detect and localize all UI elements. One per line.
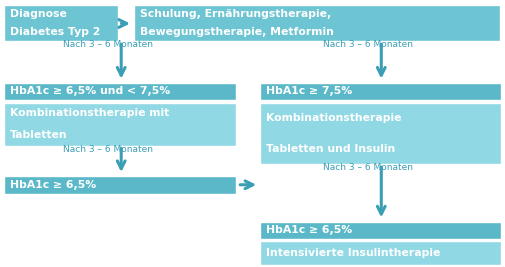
Text: Tabletten: Tabletten — [10, 130, 68, 140]
Text: Nach 3 – 6 Monaten: Nach 3 – 6 Monaten — [63, 144, 153, 154]
Text: Diabetes Typ 2: Diabetes Typ 2 — [10, 28, 100, 37]
Text: Diagnose: Diagnose — [10, 9, 67, 19]
Text: HbA1c ≥ 6,5%: HbA1c ≥ 6,5% — [266, 225, 352, 235]
Text: Tabletten und Insulin: Tabletten und Insulin — [266, 144, 395, 154]
FancyBboxPatch shape — [4, 83, 236, 100]
Text: Intensivierte Insulintherapie: Intensivierte Insulintherapie — [266, 248, 440, 258]
FancyBboxPatch shape — [260, 83, 501, 100]
FancyBboxPatch shape — [4, 5, 118, 41]
Text: HbA1c ≥ 6,5%: HbA1c ≥ 6,5% — [10, 180, 96, 190]
FancyBboxPatch shape — [260, 241, 501, 265]
Text: Kombinationstherapie mit: Kombinationstherapie mit — [10, 108, 169, 119]
Text: Bewegungstherapie, Metformin: Bewegungstherapie, Metformin — [140, 28, 334, 37]
Text: Nach 3 – 6 Monaten: Nach 3 – 6 Monaten — [323, 40, 413, 49]
FancyBboxPatch shape — [260, 222, 501, 239]
Text: HbA1c ≥ 7,5%: HbA1c ≥ 7,5% — [266, 87, 352, 96]
Text: Nach 3 – 6 Monaten: Nach 3 – 6 Monaten — [323, 163, 413, 172]
Text: Kombinationstherapie: Kombinationstherapie — [266, 113, 401, 123]
FancyBboxPatch shape — [4, 103, 236, 146]
FancyBboxPatch shape — [4, 176, 236, 194]
FancyBboxPatch shape — [134, 5, 500, 41]
Text: Nach 3 – 6 Monaten: Nach 3 – 6 Monaten — [63, 40, 153, 49]
FancyBboxPatch shape — [260, 103, 501, 164]
Text: HbA1c ≥ 6,5% und < 7,5%: HbA1c ≥ 6,5% und < 7,5% — [10, 87, 170, 96]
Text: Schulung, Ernährungstherapie,: Schulung, Ernährungstherapie, — [140, 9, 331, 19]
